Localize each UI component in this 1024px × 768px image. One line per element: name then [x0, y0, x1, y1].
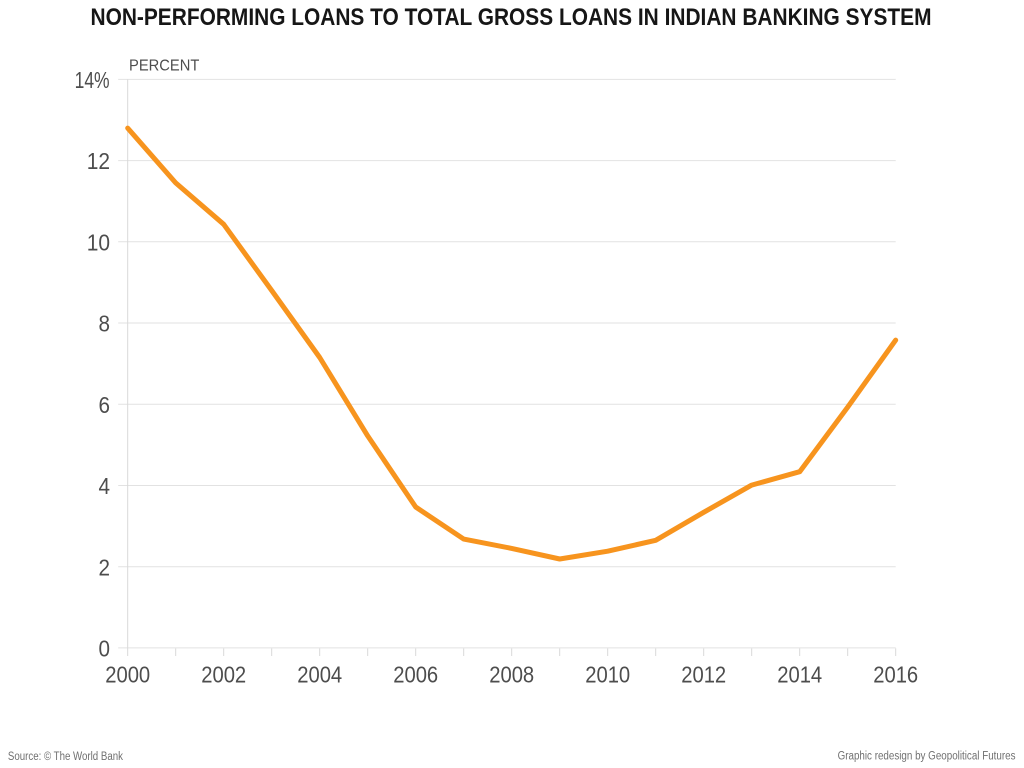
svg-text:14%: 14%	[75, 67, 110, 93]
svg-text:12: 12	[87, 148, 110, 174]
svg-text:2002: 2002	[201, 662, 246, 688]
svg-text:NON-PERFORMING LOANS TO TOTAL: NON-PERFORMING LOANS TO TOTAL GROSS LOAN…	[91, 4, 932, 31]
svg-text:Source: © The World Bank: Source: © The World Bank	[8, 751, 123, 763]
svg-text:2012: 2012	[681, 662, 726, 688]
svg-text:2008: 2008	[489, 662, 534, 688]
svg-text:2016: 2016	[873, 662, 918, 688]
svg-text:8: 8	[99, 311, 111, 337]
svg-text:2000: 2000	[105, 662, 150, 688]
svg-text:2006: 2006	[393, 662, 438, 688]
svg-text:6: 6	[99, 392, 111, 418]
svg-text:0: 0	[99, 636, 111, 662]
svg-text:2004: 2004	[297, 662, 342, 688]
svg-text:PERCENT: PERCENT	[129, 58, 199, 75]
svg-text:2: 2	[99, 554, 111, 580]
svg-text:4: 4	[99, 473, 111, 499]
svg-text:Graphic redesign by Geopolitic: Graphic redesign by Geopolitical Futures	[838, 751, 1016, 763]
svg-text:2014: 2014	[777, 662, 822, 688]
svg-text:2010: 2010	[585, 662, 630, 688]
svg-text:10: 10	[87, 229, 110, 255]
